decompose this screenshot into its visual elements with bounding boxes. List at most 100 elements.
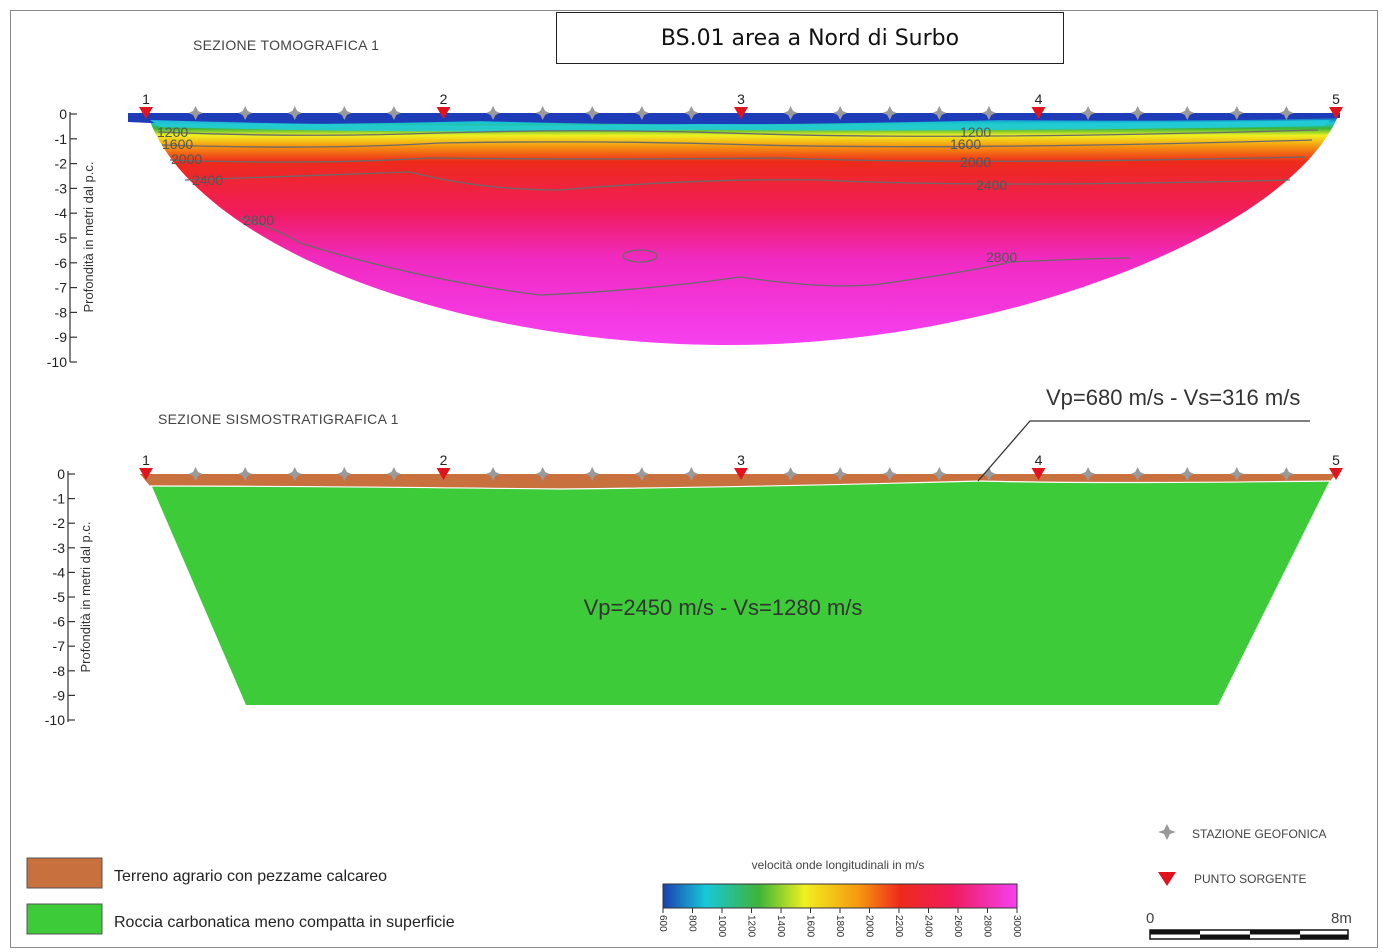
tomography-source-point xyxy=(1329,107,1343,119)
seismostratigraphy-y-tick-label: -2 xyxy=(53,515,66,531)
seismostratigraphy-source-point xyxy=(734,468,748,480)
tomography-geophone-station xyxy=(337,106,352,120)
seismostratigraphy-source-point xyxy=(1329,468,1343,480)
seismostratigraphy-y-tick-label: -9 xyxy=(53,687,66,703)
tomography-geophone-station xyxy=(1279,106,1294,120)
colorbar-tick-label: 1000 xyxy=(716,915,727,938)
tomography-geophone-station xyxy=(981,106,996,120)
tomography-y-tick-label: -9 xyxy=(55,329,68,345)
colorbar-ticks: 600 800 1000 1200 1400 1600 1800 2000 2200 2400 26… xyxy=(657,908,1022,938)
tomography-source-number: 2 xyxy=(440,91,448,107)
colorbar-tick-label: 1200 xyxy=(746,915,757,938)
seismostratigraphy-geophone-station xyxy=(684,467,699,481)
colorbar-tick-label: 2600 xyxy=(952,915,963,938)
tomography-markers: 1 2 3 4 5 xyxy=(139,91,1343,120)
seismostratigraphy-geophone-station xyxy=(535,467,550,481)
legend-label-rock: Roccia carbonatica meno compatta in supe… xyxy=(114,914,455,931)
seismostratigraphy-source-point xyxy=(1031,468,1046,480)
seismostratigraphy-geophone-station xyxy=(783,467,798,481)
seismostratigraphy-y-axis-title: Profondità in metri dal p.c. xyxy=(78,521,93,672)
seismostratigraphy-y-tick-label: -7 xyxy=(53,638,66,654)
tomography-y-axis-title: Profondità in metri dal p.c. xyxy=(81,161,96,312)
seismostratigraphy-geophone-station xyxy=(486,467,501,481)
seismostratigraphy-geophone-station xyxy=(1130,467,1145,481)
seismostratigraphy-y-tick-label: -10 xyxy=(45,712,65,728)
seismostratigraphy-source-point xyxy=(436,468,451,480)
tomography-contours xyxy=(157,129,1319,296)
colorbar-tick-label: 1600 xyxy=(805,915,816,938)
tomography-y-tick-label: -1 xyxy=(55,131,68,147)
colorbar-tick-label: 2000 xyxy=(864,915,875,938)
legend-swatch-rock xyxy=(26,903,103,935)
contour-label-right-1200: 1200 xyxy=(960,124,991,140)
seismostratigraphy-geophone-station xyxy=(188,467,203,481)
seismostratigraphy-geophone-station xyxy=(833,467,848,481)
tomography-velocity-field xyxy=(148,116,1338,345)
scale-bar xyxy=(1149,929,1349,940)
figure-title: BS.01 area a Nord di Surbo xyxy=(556,12,1064,64)
tomography-geophone-station xyxy=(486,106,501,120)
tomography-cyan-band xyxy=(150,120,1330,132)
contour-2800 xyxy=(239,217,1131,296)
tomography-source-point xyxy=(734,107,748,119)
seismostratigraphy-source-number: 4 xyxy=(1035,452,1043,468)
contour-label-right-1600: 1600 xyxy=(950,136,981,152)
tomography-geophone-station xyxy=(386,106,401,120)
tomography-y-tick-label: 0 xyxy=(59,106,67,122)
tomography-geophone-station xyxy=(783,106,798,120)
tomography-y-tick-label: -3 xyxy=(55,180,68,196)
seismostratigraphy-y-tick-label: -5 xyxy=(53,589,66,605)
tomography-geophone-station xyxy=(1130,106,1145,120)
colorbar-tick-label: 3000 xyxy=(1011,915,1022,938)
tomography-geophone-station xyxy=(287,106,302,120)
rock-layer xyxy=(150,480,1330,705)
tomography-geophone-station xyxy=(882,106,897,120)
seismostratigraphy-y-tick-label: -6 xyxy=(53,614,66,630)
tomography-y-tick-label: -5 xyxy=(55,230,68,246)
seismostratigraphy-geophone-station xyxy=(1180,467,1195,481)
seismostratigraphy-source-number: 5 xyxy=(1332,452,1340,468)
seismostratigraphy-geophone-station xyxy=(1229,467,1244,481)
tomography-source-number: 5 xyxy=(1332,91,1340,107)
seismostratigraphy-geophone-station xyxy=(238,467,253,481)
top-layer-leader-line xyxy=(977,420,1310,482)
contour-label-right-2400: 2400 xyxy=(976,177,1007,193)
source-legend-label: PUNTO SORGENTE xyxy=(1194,872,1306,886)
seismostratigraphy-geophone-station xyxy=(1279,467,1294,481)
seismostratigraphy-geophone-station xyxy=(882,467,897,481)
tomography-y-tick-label: -7 xyxy=(55,280,68,296)
soil-rock-boundary xyxy=(149,480,1331,490)
scale-bar-start: 0 xyxy=(1146,910,1154,927)
contour-2000 xyxy=(169,156,1306,163)
seismostratigraphy-y-tick-label: -3 xyxy=(53,540,66,556)
tomography-y-tick-label: -2 xyxy=(55,156,68,172)
scale-bar-end: 8m xyxy=(1331,910,1352,927)
contour-2400 xyxy=(184,171,1291,191)
seismostratigraphy-y-tick-label: -4 xyxy=(53,564,66,580)
seismostratigraphy-geophone-station xyxy=(585,467,600,481)
seismostratigraphy-geophone-station xyxy=(386,467,401,481)
top-layer-velocity-label: Vp=680 m/s - Vs=316 m/s xyxy=(1046,385,1300,410)
contour-label-left-1200: 1200 xyxy=(157,124,188,140)
tomography-y-tick-label: -10 xyxy=(47,354,67,370)
contour-label-left-2800: 2800 xyxy=(243,212,274,228)
seismostratigraphy-geophone-station xyxy=(1081,467,1096,481)
contour-2800-island xyxy=(622,249,658,263)
tomography-geophone-station xyxy=(634,106,649,120)
tomography-y-tick-label: -8 xyxy=(55,304,68,320)
tomography-source-number: 3 xyxy=(737,91,745,107)
colorbar-tick-label: 800 xyxy=(687,915,698,932)
source-legend-icon xyxy=(1158,872,1176,886)
seismostratigraphy-geophone-station xyxy=(337,467,352,481)
tomography-geophone-station xyxy=(1229,106,1244,120)
colorbar-title: velocità onde longitudinali in m/s xyxy=(752,858,925,872)
colorbar-tick-label: 600 xyxy=(657,915,668,932)
seismostratigraphy-source-number: 2 xyxy=(440,452,448,468)
tomography-y-tick-label: -6 xyxy=(55,255,68,271)
tomography-geophone-station xyxy=(585,106,600,120)
tomography-geophone-station xyxy=(1180,106,1195,120)
tomography-section-title: SEZIONE TOMOGRAFICA 1 xyxy=(193,37,379,53)
colorbar-tick-label: 1800 xyxy=(834,915,845,938)
contour-1600 xyxy=(161,139,1313,148)
